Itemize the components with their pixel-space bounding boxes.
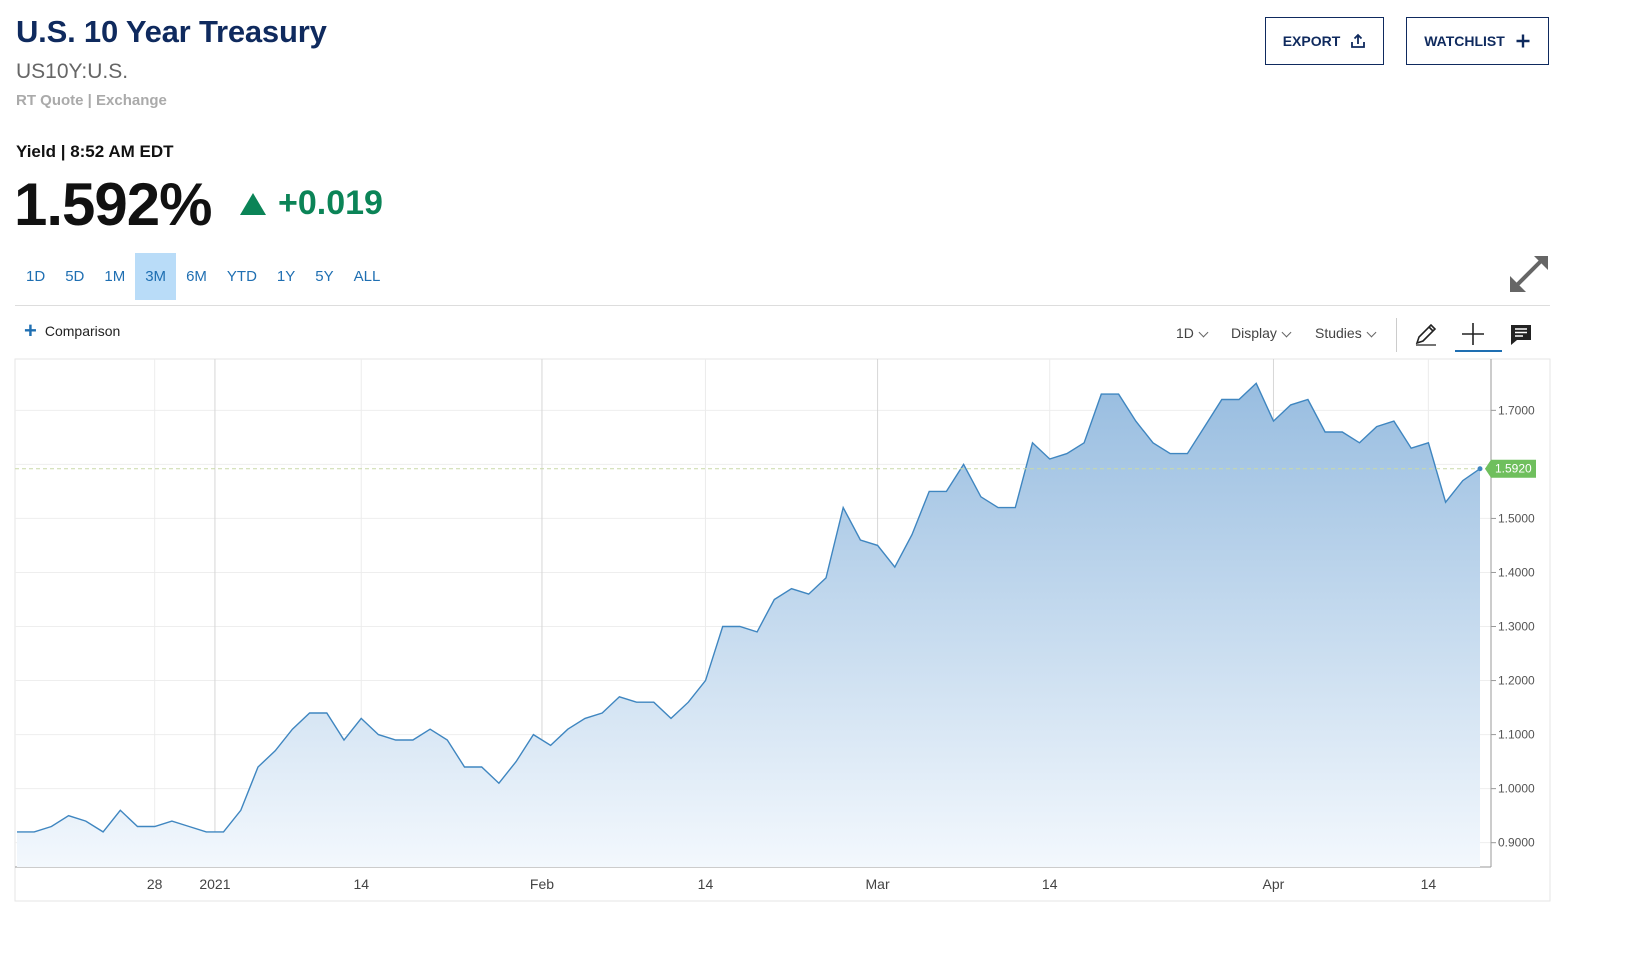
interval-dropdown[interactable]: 1D — [1176, 325, 1209, 341]
x-tick-label: Mar — [866, 876, 890, 892]
last-value-badge — [1485, 459, 1536, 478]
time-range-tabs: 1D 5D 1M 3M 6M YTD 1Y 5Y ALL — [16, 253, 390, 300]
range-tab-ytd[interactable]: YTD — [226, 268, 257, 285]
display-label: Display — [1231, 325, 1277, 341]
active-tool-indicator — [1455, 350, 1502, 352]
export-button[interactable]: EXPORT — [1265, 17, 1384, 65]
display-dropdown[interactable]: Display — [1231, 325, 1292, 341]
range-tab-6m[interactable]: 6M — [186, 268, 207, 285]
expand-icon[interactable] — [1508, 252, 1550, 294]
chevron-down-icon — [1366, 327, 1377, 338]
series-area — [17, 383, 1480, 867]
ticker-symbol: US10Y:U.S. — [16, 60, 129, 83]
x-tick-label: 28 — [147, 876, 163, 892]
price-change: +0.019 — [240, 184, 383, 223]
range-tab-1d[interactable]: 1D — [26, 268, 46, 285]
range-tab-1m[interactable]: 1M — [104, 268, 126, 285]
chevron-down-icon — [1198, 327, 1209, 338]
watchlist-label: WATCHLIST — [1424, 33, 1505, 49]
news-icon[interactable] — [1507, 320, 1535, 348]
range-tab-3m[interactable]: 3M — [135, 253, 177, 300]
export-label: EXPORT — [1282, 33, 1341, 49]
y-tick-label: 1.4000 — [1498, 565, 1535, 579]
plus-icon: + — [24, 318, 37, 343]
quote-source: RT Quote | Exchange — [16, 92, 167, 109]
crosshair-icon[interactable] — [1459, 320, 1487, 348]
watchlist-button[interactable]: WATCHLIST — [1406, 17, 1549, 65]
x-tick-label: 14 — [353, 876, 369, 892]
chevron-down-icon — [1281, 327, 1292, 338]
comparison-label: Comparison — [44, 323, 121, 339]
interval-label: 1D — [1176, 325, 1194, 341]
last-price: 1.592% — [14, 171, 212, 238]
y-tick-label: 1.7000 — [1498, 403, 1535, 417]
x-tick-label: 14 — [1421, 876, 1437, 892]
up-arrow-icon — [240, 192, 266, 215]
studies-dropdown[interactable]: Studies — [1315, 325, 1377, 341]
x-tick-label: Feb — [530, 876, 554, 892]
y-tick-label: 1.2000 — [1498, 674, 1535, 688]
change-value: +0.019 — [278, 184, 383, 222]
y-tick-label: 1.0000 — [1498, 782, 1535, 796]
toolbar-divider — [1396, 318, 1397, 352]
chart-frame — [14, 358, 1551, 902]
pencil-icon[interactable] — [1412, 320, 1440, 348]
x-tick-label: Apr — [1263, 876, 1285, 892]
range-tab-all[interactable]: ALL — [353, 268, 381, 285]
share-icon — [1351, 33, 1366, 48]
y-tick-label: 0.9000 — [1498, 836, 1535, 850]
x-tick-label: 14 — [1042, 876, 1058, 892]
y-tick-label: 1.3000 — [1498, 620, 1535, 634]
y-tick-label: 1.5000 — [1498, 511, 1535, 525]
comparison-button[interactable]: + Comparison — [24, 318, 121, 343]
range-tab-5y[interactable]: 5Y — [315, 268, 334, 285]
last-value-label: 1.5920 — [1495, 462, 1532, 476]
studies-label: Studies — [1315, 325, 1362, 341]
y-tick-label: 1.1000 — [1498, 728, 1535, 742]
price-chart[interactable]: 0.9000 1.0000 1.1000 1.2000 1.3000 1.4000 1.50… — [0, 355, 1647, 915]
page-title: U.S. 10 Year Treasury — [16, 14, 327, 49]
range-tab-1y[interactable]: 1Y — [276, 268, 296, 285]
x-tick-label: 2021 — [199, 876, 230, 892]
series-line — [17, 382, 1481, 833]
yield-timestamp: Yield | 8:52 AM EDT — [16, 142, 174, 161]
x-tick-label: 14 — [698, 876, 714, 892]
range-tab-5d[interactable]: 5D — [65, 268, 85, 285]
plus-icon — [1516, 34, 1530, 48]
divider — [15, 305, 1550, 306]
last-point — [1477, 466, 1483, 472]
